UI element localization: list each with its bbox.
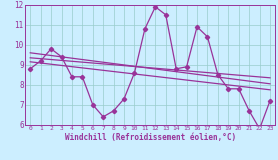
X-axis label: Windchill (Refroidissement éolien,°C): Windchill (Refroidissement éolien,°C)	[64, 133, 236, 142]
